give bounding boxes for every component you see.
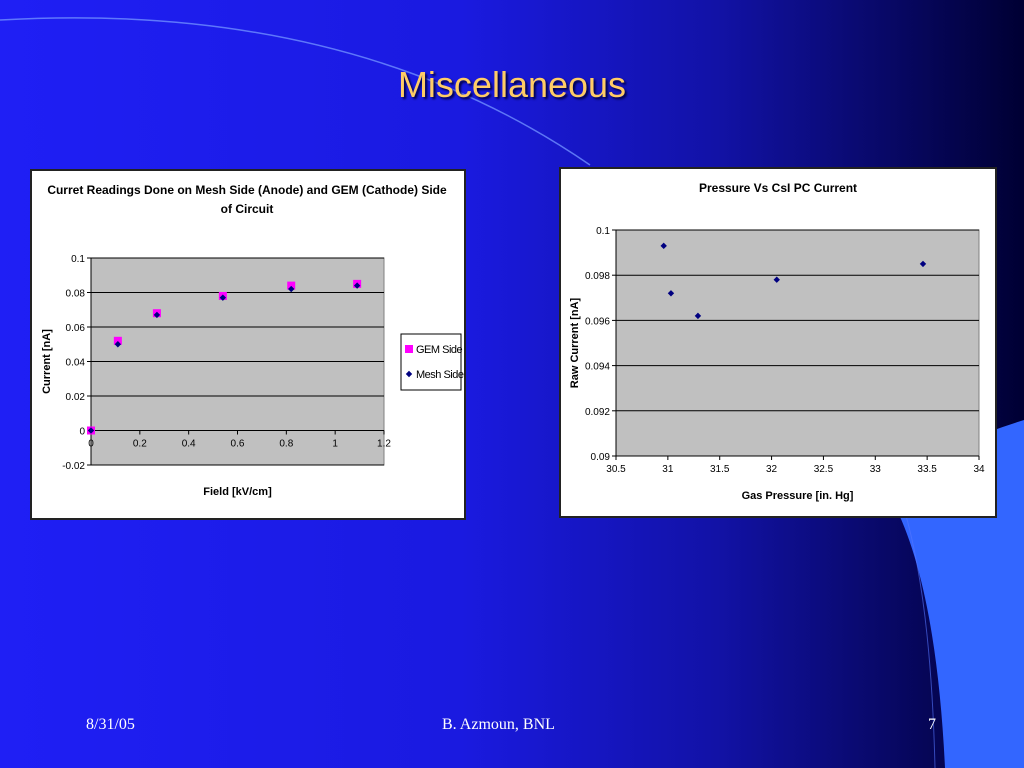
chart-panel-field-current: Curret Readings Done on Mesh Side (Anode…: [30, 169, 466, 520]
data-point: [287, 281, 296, 290]
x-tick-label: 33: [870, 464, 882, 475]
y-tick-label: 0.09: [591, 452, 611, 463]
x-tick-label: 32: [766, 464, 778, 475]
legend-marker: [405, 345, 413, 353]
x-axis-label: Field [kV/cm]: [203, 486, 272, 498]
y-tick-label: 0.02: [66, 392, 86, 403]
y-axis-label: Current [nA]: [41, 329, 53, 394]
x-tick-label: 1.2: [377, 439, 391, 450]
legend-marker: [405, 370, 413, 378]
data-point: [353, 282, 361, 289]
data-point: [219, 294, 227, 301]
data-point: [919, 260, 927, 268]
x-tick-label: 34: [973, 464, 985, 475]
y-tick-label: 0.098: [585, 271, 610, 282]
x-tick-label: 31: [662, 464, 674, 475]
y-tick-label: 0.092: [585, 407, 610, 418]
y-tick-label: 0.096: [585, 316, 610, 327]
footer-author: B. Azmoun, BNL: [442, 716, 555, 733]
data-point: [87, 427, 95, 434]
chart-title: Pressure Vs CsI PC Current: [699, 181, 857, 195]
legend-label: GEM Side: [416, 344, 463, 356]
y-tick-label: 0.1: [596, 226, 610, 237]
x-axis-label: Gas Pressure [in. Hg]: [742, 490, 854, 502]
chart-title: of Circuit: [221, 202, 274, 216]
x-tick-label: 0.6: [231, 439, 245, 450]
data-point: [153, 311, 161, 319]
y-tick-label: 0.06: [66, 323, 86, 334]
data-point: [113, 336, 122, 345]
footer-page-number: 7: [928, 716, 936, 733]
x-tick-label: 0.2: [133, 439, 147, 450]
pressure-current-chart: Pressure Vs CsI PC Current 0.09 0.092 0.094…: [569, 181, 985, 502]
x-tick-label: 0: [88, 439, 94, 450]
chart-panel-pressure-current: Pressure Vs CsI PC Current 0.09 0.092 0.094…: [559, 167, 997, 518]
y-tick-label: 0.08: [66, 289, 86, 300]
slide-title: Miscellaneous: [397, 64, 627, 105]
y-axis-label: Raw Current [nA]: [569, 297, 581, 388]
plot-area: [615, 229, 980, 457]
field-current-chart: Curret Readings Done on Mesh Side (Anode…: [41, 183, 464, 498]
legend-box: [400, 333, 462, 391]
data-point: [288, 285, 295, 293]
x-tick-label: 32.5: [814, 464, 834, 475]
data-point: [114, 341, 122, 348]
y-tick-label: 0.1: [71, 254, 85, 265]
x-tick-label: 0.8: [279, 439, 293, 450]
chart-title: Curret Readings Done on Mesh Side (Anode…: [47, 183, 447, 197]
y-tick-label: 0.04: [66, 358, 86, 369]
x-tick-label: 30.5: [606, 464, 626, 475]
x-tick-label: 0.4: [182, 439, 196, 450]
y-tick-label: -0.02: [62, 461, 85, 472]
x-tick-label: 33.5: [917, 464, 937, 475]
y-tick-label: 0: [79, 427, 85, 438]
y-tick-label: 0.094: [585, 362, 610, 373]
x-tick-label: 31.5: [710, 464, 730, 475]
legend-label: Mesh Side: [416, 369, 464, 381]
footer-date: 8/31/05: [86, 716, 135, 733]
x-tick-label: 1: [332, 439, 338, 450]
